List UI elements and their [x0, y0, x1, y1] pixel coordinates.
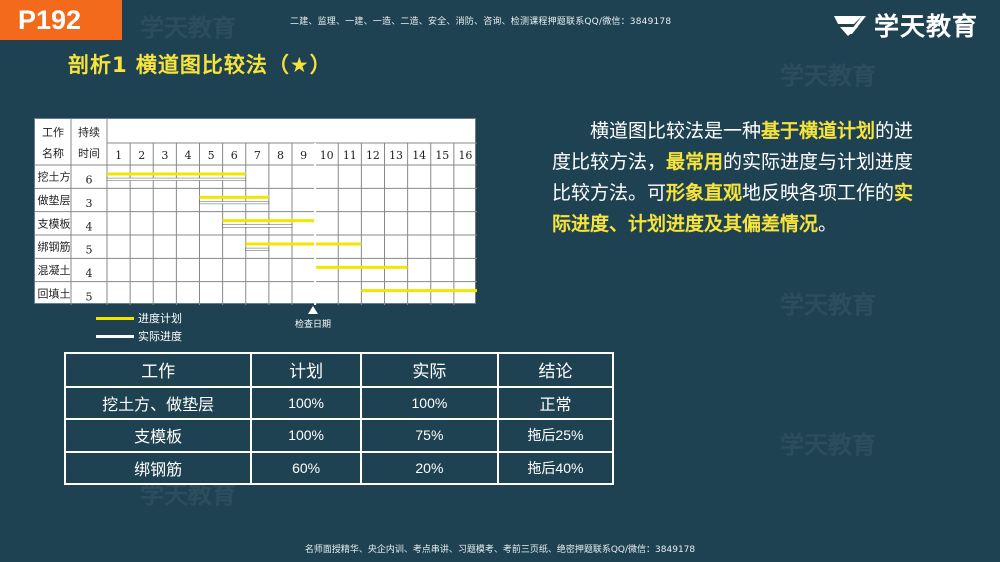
table-cell: 100% [250, 418, 362, 453]
task-name-label: 绑钢筋 [38, 240, 71, 254]
actual-bar [199, 201, 270, 205]
section-title: 剖析1 横道图比较法（★） [68, 53, 332, 77]
table-row: 绑钢筋 60% 20% 拖后40% [63, 450, 615, 486]
plan-bar [361, 289, 477, 293]
desc-text: 的实际进度与计划进度比较方法。可 [552, 151, 914, 204]
task-name-label: 支模板 [38, 216, 71, 230]
day-tick-label: 11 [343, 149, 357, 162]
plan-bar [245, 242, 362, 246]
legend-label-actual: 实际进度 [138, 330, 182, 343]
watermark: 学天教育 [140, 14, 236, 42]
table-cell: 拖后40% [496, 450, 615, 486]
table-cell: 75% [359, 418, 499, 453]
table-row: 挖土方、做垫层 100% 100% 正常 [63, 385, 615, 421]
gantt-chart: 工作 名称 持续 时间 1 2 3 4 5 6 7 8 9 10 11 12 13 14 15 16 挖土方 6 做垫层 3 支… [34, 118, 477, 305]
footer-contact-note: 名师面授精华、央企内训、考点串讲、习题模考、考前三页纸、绝密押题联系QQ/微信：… [304, 545, 696, 555]
table-header-cell: 实际 [359, 352, 499, 388]
task-name-label: 回填土 [38, 286, 71, 300]
day-tick-label: 15 [435, 149, 449, 162]
day-tick-label: 9 [300, 149, 307, 162]
desc-text: 地反映各项工作的 [742, 182, 895, 204]
actual-bar [222, 224, 293, 228]
task-name-label: 做垫层 [38, 193, 71, 207]
table-cell: 正常 [496, 385, 615, 421]
actual-bar [106, 177, 246, 181]
watermark: 学天教育 [780, 291, 876, 319]
day-tick-label: 6 [231, 149, 238, 162]
table-header-cell: 结论 [496, 352, 615, 388]
table-cell: 100% [359, 385, 499, 421]
day-tick-label: 4 [184, 149, 191, 162]
task-duration-label: 6 [86, 174, 93, 187]
desc-highlight: 形象直观 [666, 182, 743, 204]
day-tick-label: 8 [277, 149, 284, 162]
table-cell: 绑钢筋 [63, 450, 253, 486]
table-header-cell: 计划 [250, 352, 362, 388]
plan-bar [107, 172, 246, 176]
task-name-label: 挖土方 [38, 170, 71, 184]
table-row: 支模板 100% 75% 拖后25% [63, 418, 615, 453]
xuetian-logo-icon [833, 16, 866, 36]
plan-bar [315, 265, 408, 269]
watermark: 学天教育 [780, 431, 876, 459]
header-continuous: 持续 [78, 125, 100, 139]
table-cell: 20% [359, 450, 499, 486]
brand: 学天教育 [832, 8, 978, 42]
desc-text: 横道图比较法是一种 [590, 120, 762, 142]
day-tick-label: 2 [138, 149, 145, 162]
task-duration-label: 3 [86, 197, 93, 210]
desc-highlight: 实际进度、计划进度及其偏差情况 [552, 182, 914, 235]
header-work: 工作 [42, 126, 64, 139]
table-header-row: 工作 计划 实际 结论 [63, 352, 615, 388]
task-duration-label: 5 [86, 290, 93, 303]
task-duration-label: 4 [86, 267, 93, 280]
task-duration-label: 5 [86, 244, 93, 257]
plan-bar [199, 195, 269, 199]
header-time: 时间 [78, 147, 100, 160]
table-header-cell: 工作 [63, 352, 253, 388]
check-date-marker: 检查日期 [290, 306, 336, 330]
day-tick-label: 1 [115, 149, 122, 162]
table-cell: 挖土方、做垫层 [63, 385, 253, 421]
day-tick-label: 10 [320, 149, 334, 162]
table-cell: 支模板 [63, 418, 253, 453]
day-tick-label: 16 [458, 149, 472, 162]
task-duration-label: 4 [86, 220, 93, 233]
day-tick-label: 5 [208, 149, 215, 162]
desc-text: 。 [818, 213, 838, 235]
watermark: 学天教育 [140, 481, 236, 509]
desc-highlight: 基于横道计划 [761, 120, 876, 142]
table-cell: 拖后25% [496, 418, 615, 453]
page-number-badge: P192 [0, 0, 122, 40]
comparison-table: 工作 计划 实际 结论 挖土方、做垫层 100% 100% 正常 支模板 100… [63, 352, 615, 486]
top-contact-note: 二建、监理、一建、一造、二造、安全、消防、咨询、检测课程押题联系QQ/微信：38… [290, 17, 672, 27]
desc-text: 的进度比较方法， [552, 120, 914, 173]
legend-swatch-actual [96, 334, 134, 338]
table-cell: 60% [250, 450, 362, 486]
day-tick-label: 12 [366, 149, 380, 162]
plan-bar [222, 219, 316, 223]
desc-highlight: 最常用 [666, 151, 724, 173]
check-date-label: 检查日期 [294, 320, 331, 330]
legend-swatch-plan [96, 316, 134, 320]
legend-item-plan: 进度计划 [96, 309, 182, 327]
task-name-label: 混凝土 [38, 263, 71, 277]
day-tick-label: 3 [161, 149, 168, 162]
legend-item-actual: 实际进度 [96, 327, 182, 345]
brand-name: 学天教育 [873, 12, 978, 41]
header-name: 名称 [42, 146, 64, 160]
day-tick-label: 13 [389, 149, 403, 162]
legend-label-plan: 进度计划 [138, 312, 182, 325]
day-tick-label: 7 [254, 149, 261, 162]
actual-bar [245, 247, 270, 251]
watermark: 学天教育 [780, 62, 876, 90]
table-cell: 100% [250, 385, 362, 421]
day-tick-label: 14 [412, 149, 426, 162]
gantt-legend: 进度计划 实际进度 [96, 309, 182, 345]
triangle-up-icon [308, 306, 318, 314]
description-paragraph: 横道图比较法是一种基于横道计划的进度比较方法，最常用的实际进度与计划进度比较方法… [552, 116, 927, 240]
